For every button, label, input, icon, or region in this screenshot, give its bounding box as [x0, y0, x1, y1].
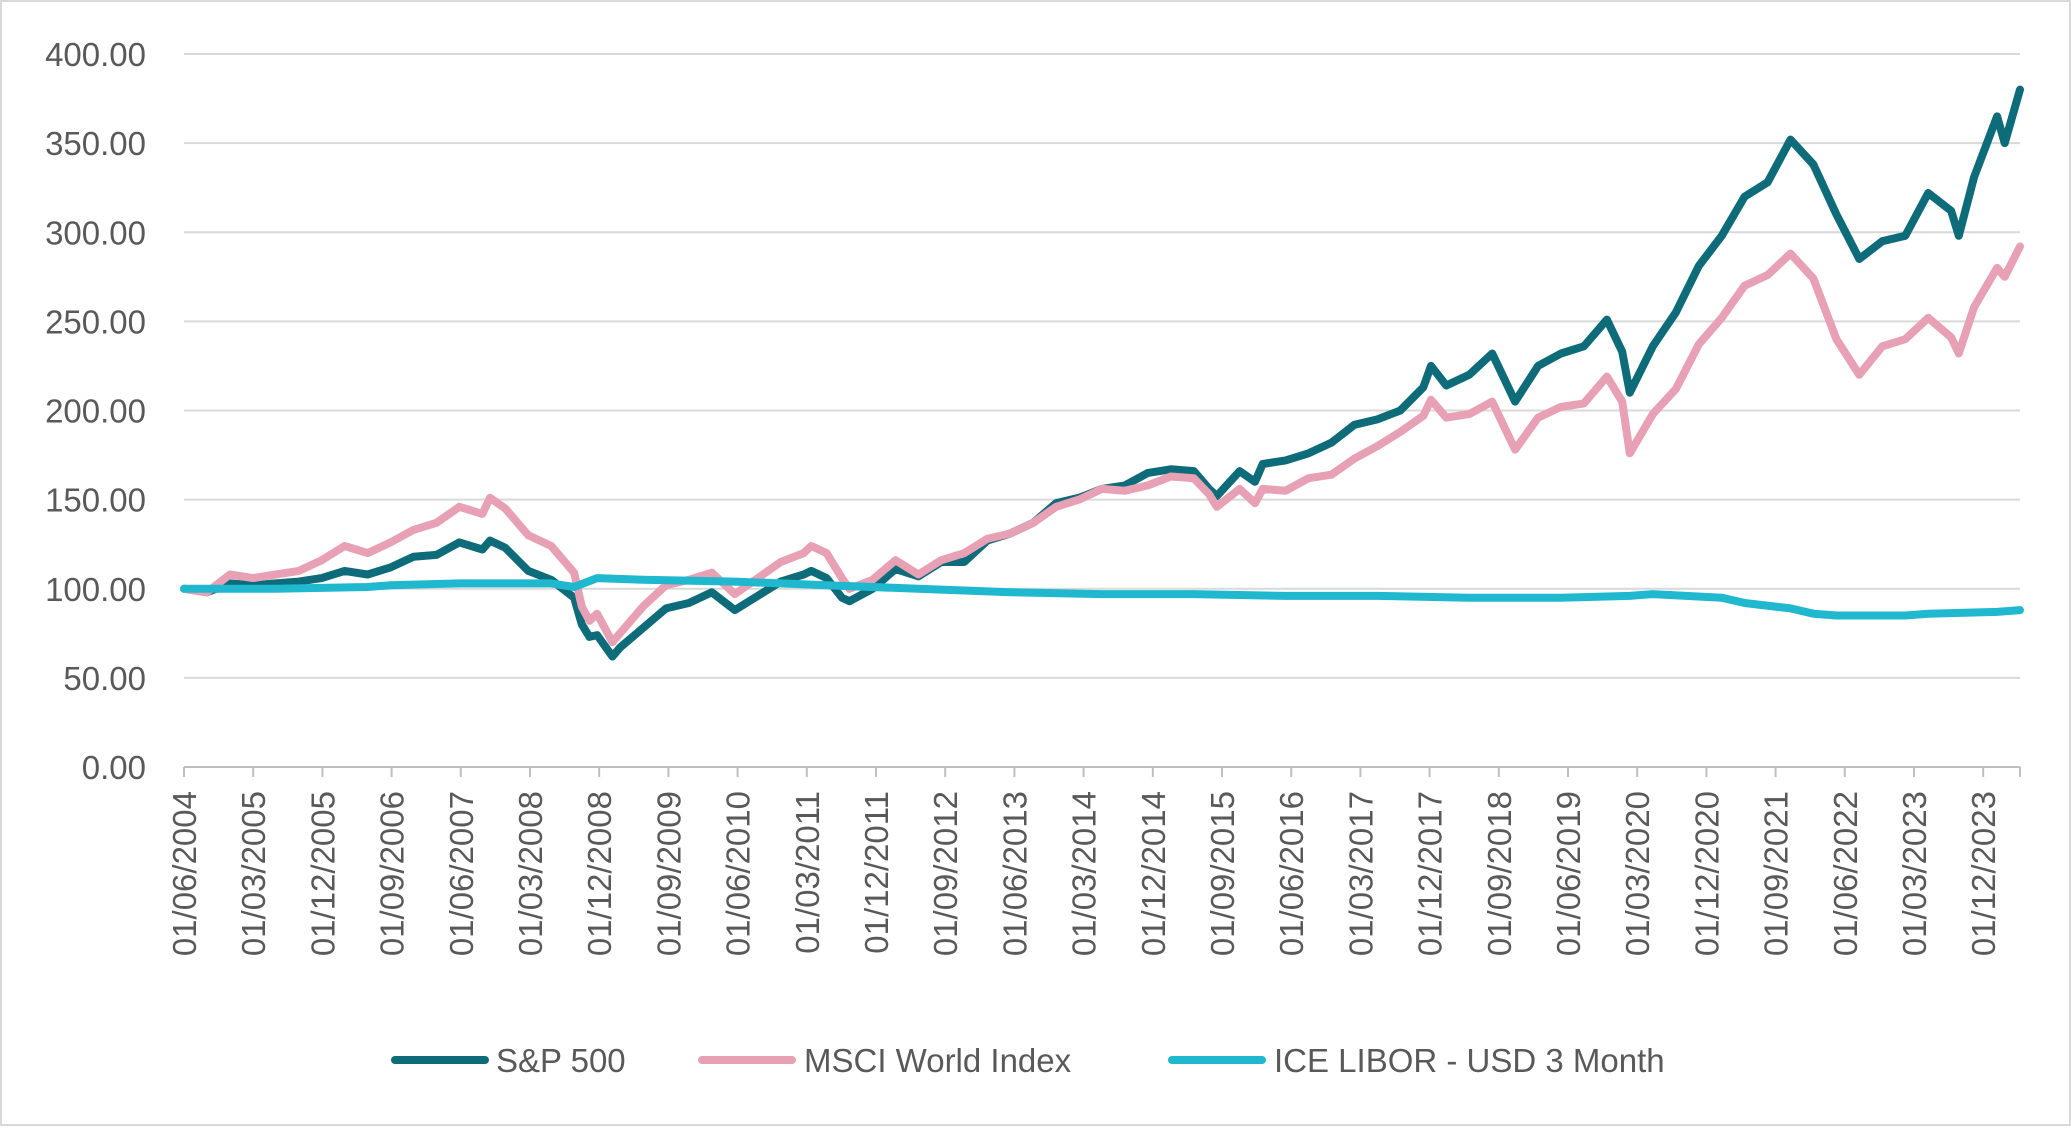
- x-tick-label: 01/12/2011: [858, 791, 895, 954]
- x-tick-label: 01/12/2023: [1965, 791, 2002, 956]
- legend: S&P 500 MSCI World Index ICE LIBOR - USD 3…: [391, 1042, 1665, 1079]
- y-tick-label: 0.00: [82, 749, 146, 786]
- x-tick-label: 01/06/2004: [166, 791, 203, 956]
- x-tick-label: 01/12/2020: [1688, 791, 1725, 956]
- y-tick-label: 300.00: [45, 214, 146, 251]
- x-tick-label: 01/06/2007: [443, 791, 480, 956]
- legend-label: ICE LIBOR - USD 3 Month: [1274, 1042, 1665, 1079]
- series-lines: [180, 85, 2024, 661]
- y-axis-tick-labels: 400.00 350.00 300.00 250.00 200.00 150.00 100.…: [45, 36, 146, 786]
- x-tick-label: 01/09/2009: [650, 791, 687, 956]
- x-tick-label: 01/09/2018: [1481, 791, 1518, 956]
- x-tick-label: 01/06/2022: [1827, 791, 1864, 956]
- series-line-s-p-500: [180, 85, 2024, 661]
- x-tick-label: 01/03/2005: [235, 791, 272, 956]
- legend-label: S&P 500: [496, 1042, 626, 1079]
- x-tick-label: 01/09/2006: [374, 791, 411, 956]
- x-tick-label: 01/03/2023: [1896, 791, 1933, 956]
- y-tick-label: 250.00: [45, 303, 146, 340]
- x-axis: 01/06/2004 01/03/2005 01/12/2005 01/09/2006…: [166, 767, 2021, 956]
- x-tick-label: 01/03/2008: [512, 791, 549, 956]
- y-tick-label: 350.00: [45, 125, 146, 162]
- series-line-ice-libor-usd-3-month: [180, 574, 2024, 620]
- x-tick-label: 01/03/2020: [1619, 791, 1656, 956]
- grid-lines: [184, 53, 2020, 768]
- x-tick-label: 01/03/2017: [1342, 791, 1379, 956]
- x-tick-label: 01/06/2016: [1273, 791, 1310, 956]
- x-tick-label: 01/12/2008: [581, 791, 618, 956]
- x-tick-label: 01/06/2019: [1550, 791, 1587, 956]
- y-tick-label: 200.00: [45, 393, 146, 430]
- x-tick-label: 01/03/2014: [1066, 791, 1103, 956]
- x-tick-label: 01/06/2010: [720, 791, 757, 956]
- x-tick-label: 01/12/2014: [1135, 791, 1172, 956]
- x-tick-label: 01/12/2017: [1412, 791, 1449, 956]
- y-tick-label: 150.00: [45, 482, 146, 519]
- y-tick-label: 400.00: [45, 36, 146, 73]
- y-tick-label: 100.00: [45, 571, 146, 608]
- series-line-msci-world-index: [180, 242, 2024, 647]
- x-tick-label: 01/09/2012: [927, 791, 964, 956]
- y-tick-label: 50.00: [63, 660, 146, 697]
- x-tick-label: 01/03/2011: [789, 791, 826, 954]
- x-tick-label: 01/09/2015: [1204, 791, 1241, 956]
- x-tick-label: 01/06/2013: [996, 791, 1033, 956]
- x-tick-label: 01/12/2005: [304, 791, 341, 956]
- legend-label: MSCI World Index: [804, 1042, 1072, 1079]
- x-tick-label: 01/09/2021: [1758, 791, 1795, 956]
